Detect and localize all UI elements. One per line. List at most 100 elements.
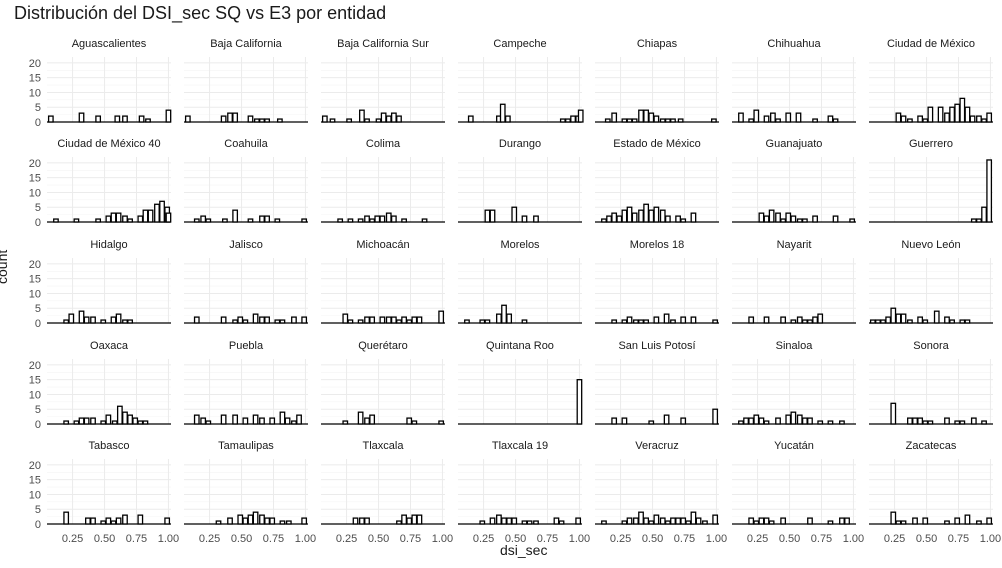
x-tick-label: 0.75 (400, 533, 421, 545)
histogram-bar (675, 215, 681, 223)
histogram-bar (357, 319, 364, 324)
panel-background (458, 258, 582, 323)
panel-background (47, 359, 171, 424)
histogram-bar (127, 319, 133, 324)
facet-panel: Sinaloa (732, 340, 856, 425)
histogram-bar (165, 109, 172, 123)
histogram-bar (812, 316, 818, 324)
histogram-bar (90, 417, 96, 425)
x-tick-label: 1.00 (158, 533, 179, 545)
histogram-bar (154, 203, 160, 223)
histogram-bar (763, 517, 770, 525)
histogram-bar (269, 517, 276, 525)
histogram-bar (369, 316, 376, 324)
histogram-bar (247, 218, 254, 223)
histogram-bar (379, 316, 386, 324)
histogram-bar (633, 517, 639, 525)
histogram-bar (611, 319, 618, 324)
facet-label: Querétaro (358, 340, 408, 352)
x-tick-label: 0.75 (811, 533, 832, 545)
histogram-bar (844, 517, 850, 525)
facet-panel: Coahuila (184, 138, 308, 223)
histogram-bar (933, 310, 940, 324)
y-tick-label: 0 (35, 519, 41, 531)
histogram-bar (664, 118, 671, 123)
x-tick-label: 0.75 (674, 533, 695, 545)
histogram-bar (193, 218, 200, 223)
y-tick-label: 5 (35, 202, 41, 214)
histogram-bar (264, 316, 270, 324)
histogram-bar (812, 118, 818, 123)
histogram-bar (986, 112, 993, 123)
histogram-bar (122, 319, 128, 324)
histogram-bar (616, 215, 623, 223)
histogram-bar (611, 112, 618, 123)
histogram-bar (357, 411, 364, 425)
panel-background (732, 57, 856, 122)
panel-background (458, 359, 582, 424)
histogram-bar (164, 517, 171, 525)
y-axis-label: count (0, 249, 10, 284)
histogram-bar (890, 307, 897, 324)
histogram-bar (917, 316, 924, 324)
histogram-bar (337, 218, 344, 223)
histogram-bar (949, 319, 955, 324)
histogram-bar (710, 118, 717, 123)
facet-panel: Zacatecas 0.25 0.50 0.75 1.00 (869, 440, 1001, 545)
histogram-bar (63, 420, 70, 425)
histogram-bar (712, 319, 719, 324)
histogram-bar (122, 215, 128, 223)
y-tick-label: 20 (29, 58, 41, 70)
facet-label: Sinaloa (776, 340, 814, 352)
histogram-bar (496, 514, 502, 525)
histogram-bar (653, 115, 660, 123)
facet-label: Tlaxcala (363, 440, 405, 452)
histogram-bar (276, 118, 283, 123)
panel-background (869, 459, 993, 524)
histogram-bar (73, 420, 80, 425)
x-tick-label: 0.25 (473, 533, 494, 545)
facet-label: Quintana Roo (486, 340, 554, 352)
histogram-bar (559, 118, 566, 123)
histogram-bar (63, 319, 70, 324)
histogram-bar (621, 520, 628, 525)
histogram-bar (695, 517, 702, 525)
histogram-bar (132, 417, 139, 425)
histogram-bar (606, 215, 612, 223)
histogram-bar (832, 118, 839, 123)
histogram-bar (110, 520, 117, 525)
histogram-bar (638, 511, 644, 525)
histogram-bar (253, 118, 260, 123)
histogram-bar (401, 218, 407, 223)
histogram-bar (506, 313, 513, 324)
histogram-bar (105, 517, 112, 525)
panel-background (321, 258, 445, 323)
facet-label: Tlaxcala 19 (492, 440, 548, 452)
histogram-bar (659, 118, 666, 123)
panel-background (458, 459, 582, 524)
histogram-bar (105, 414, 112, 425)
x-tick-label: 1.00 (843, 533, 864, 545)
histogram-bar (670, 319, 676, 324)
x-axis-label: dsi_sec (500, 542, 548, 558)
panel-background (869, 359, 993, 424)
histogram-bar (780, 517, 787, 525)
histogram-bar (790, 319, 797, 324)
histogram-bar (648, 112, 655, 123)
histogram-bar (78, 310, 85, 324)
panel-background (732, 459, 856, 524)
facet-label: Nuevo León (901, 239, 960, 251)
histogram-bar (357, 218, 364, 223)
histogram-bar (285, 520, 292, 525)
y-tick-label: 5 (35, 102, 41, 114)
facet-label: Durango (499, 138, 541, 150)
histogram-bar (220, 115, 227, 123)
histogram-bar (576, 379, 583, 425)
facet-label: San Luis Potosí (618, 340, 695, 352)
histogram-bar (259, 316, 265, 324)
panel-background (458, 57, 582, 122)
histogram-bar (969, 115, 976, 123)
histogram-bar (506, 517, 513, 525)
facet-label: Colima (366, 138, 401, 150)
histogram-bar (406, 417, 413, 425)
